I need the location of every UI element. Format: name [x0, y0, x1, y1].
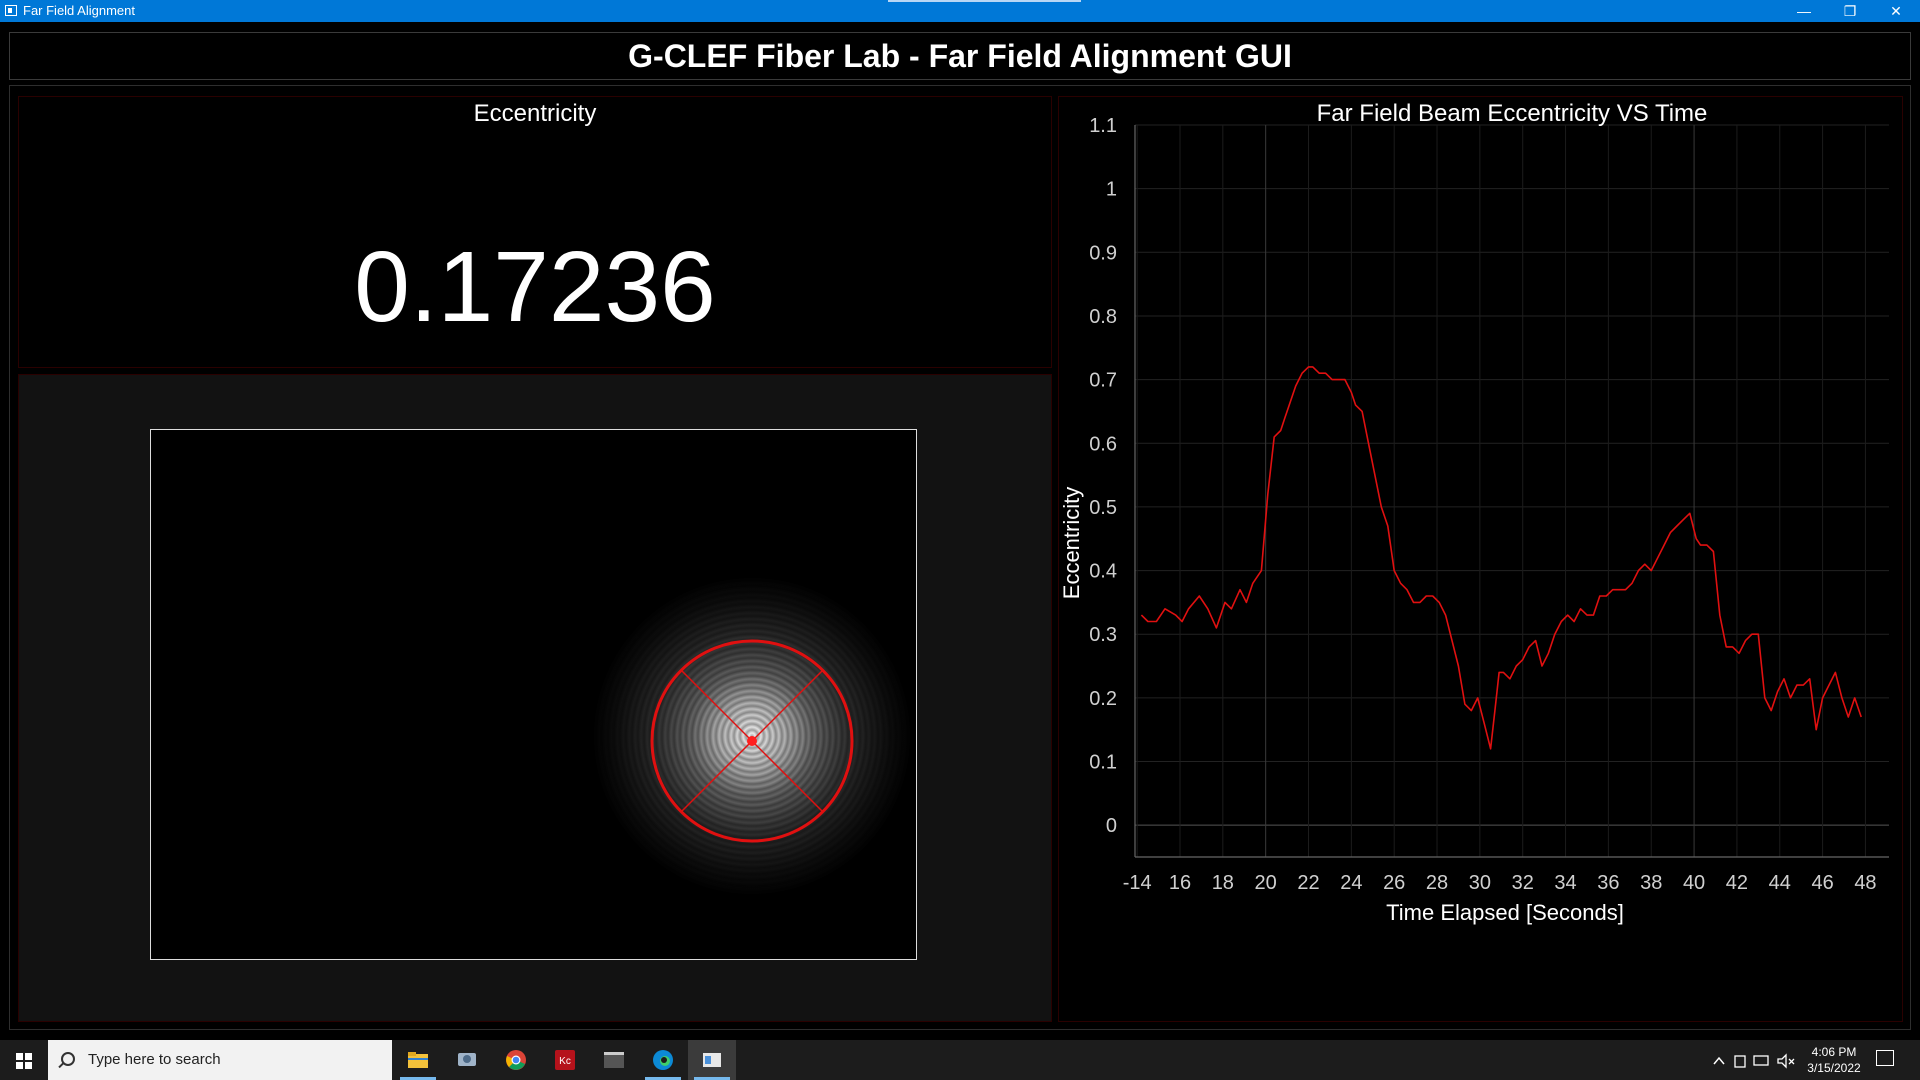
fit-ellipse — [650, 639, 854, 843]
terminal-taskbar-button[interactable] — [590, 1040, 638, 1080]
window-app-icon — [703, 1053, 721, 1067]
x-tick-label: 36 — [1597, 872, 1619, 894]
x-tick-label: 48 — [1854, 872, 1876, 894]
minimize-button[interactable]: — — [1797, 3, 1811, 19]
app-taskbar-button[interactable] — [443, 1040, 491, 1080]
volume-muted-icon[interactable] — [1777, 1053, 1787, 1069]
x-tick-label: 44 — [1769, 872, 1791, 894]
eccentricity-chart-panel: 0 0.1 0.2 0.3 0.4 0.5 0.6 0.7 0.8 0.9 1 1.1 -14 16 18 2… — [1058, 96, 1903, 1022]
ellipse-fit-overlay — [650, 639, 854, 843]
photos-icon — [458, 1053, 476, 1066]
eccentricity-value: 0.17236 — [354, 231, 716, 343]
chrome-icon — [506, 1050, 526, 1070]
search-icon — [61, 1052, 75, 1066]
x-tick-label: 38 — [1640, 872, 1662, 894]
running-indicator — [400, 1077, 436, 1080]
window-title-bar[interactable]: Far Field Alignment — ❐ ✕ — [0, 0, 1920, 22]
y-tick-label: 1.1 — [1089, 115, 1117, 137]
clock-time: 4:06 PM — [1811, 1045, 1857, 1059]
y-tick-label: 0.7 — [1089, 370, 1117, 392]
chart-title: Far Field Beam Eccentricity VS Time — [1317, 100, 1708, 127]
y-tick-label: 0.6 — [1089, 433, 1117, 455]
y-tick-label: 1 — [1106, 179, 1117, 201]
mute-x-mark — [1788, 1058, 1795, 1065]
window-title: Far Field Alignment — [23, 3, 135, 18]
start-button[interactable] — [0, 1040, 48, 1080]
x-tick-label: -14 — [1123, 872, 1152, 894]
y-tick-label: 0.1 — [1089, 752, 1117, 774]
active-indicator — [694, 1077, 730, 1080]
far-field-app-taskbar-button[interactable] — [688, 1040, 736, 1080]
chrome-taskbar-button[interactable] — [492, 1040, 540, 1080]
title-bar-accent — [888, 0, 1081, 2]
clock-date: 3/15/2022 — [1807, 1061, 1861, 1075]
taskbar-clock[interactable]: 4:06 PM 3/15/2022 — [1804, 1044, 1864, 1076]
search-placeholder: Type here to search — [88, 1051, 221, 1068]
y-tick-label: 0.2 — [1089, 688, 1117, 710]
x-tick-label: 28 — [1426, 872, 1448, 894]
network-icon[interactable] — [1753, 1055, 1769, 1066]
far-field-camera-image — [150, 429, 917, 960]
main-frame — [9, 85, 1911, 1030]
x-tick-label: 46 — [1811, 872, 1833, 894]
kicad-icon: Kc — [555, 1050, 575, 1070]
x-axis-label: Time Elapsed [Seconds] — [1386, 900, 1624, 925]
x-tick-label: 40 — [1683, 872, 1705, 894]
eccentricity-time-chart: 0 0.1 0.2 0.3 0.4 0.5 0.6 0.7 0.8 0.9 1 1.1 -14 16 18 2… — [1059, 100, 1889, 925]
centroid-marker — [747, 736, 757, 746]
x-tick-label: 20 — [1255, 872, 1277, 894]
page-title: G-CLEF Fiber Lab - Far Field Alignment G… — [628, 38, 1292, 74]
eccentricity-label: Eccentricity — [473, 100, 597, 127]
y-tick-label: 0.5 — [1089, 497, 1117, 519]
x-tick-label: 16 — [1169, 872, 1191, 894]
close-button[interactable]: ✕ — [1890, 3, 1902, 19]
kicad-taskbar-button[interactable]: Kc — [541, 1040, 589, 1080]
folder-icon — [408, 1052, 428, 1068]
chevron-up-icon[interactable] — [1713, 1056, 1725, 1065]
eccentricity-panel: Eccentricity 0.17236 — [18, 96, 1052, 368]
restore-button[interactable]: ❐ — [1843, 3, 1857, 19]
y-tick-label: 0.9 — [1089, 242, 1117, 264]
y-tick-label: 0.3 — [1089, 624, 1117, 646]
x-tick-label: 18 — [1212, 872, 1234, 894]
running-indicator — [645, 1077, 681, 1080]
x-tick-label: 34 — [1554, 872, 1576, 894]
x-tick-label: 24 — [1340, 872, 1362, 894]
edge-icon — [653, 1050, 673, 1070]
y-tick-label: 0.8 — [1089, 306, 1117, 328]
gui-header: G-CLEF Fiber Lab - Far Field Alignment G… — [9, 32, 1911, 80]
y-tick-label: 0 — [1106, 815, 1117, 837]
svg-text:Kc: Kc — [559, 1056, 571, 1067]
camera-panel — [18, 374, 1052, 1022]
taskbar: Type here to search Kc 4:06 PM 3/15/2022 — [0, 1040, 1920, 1080]
y-axis-label: Eccentricity — [1059, 487, 1084, 599]
terminal-icon — [604, 1052, 624, 1068]
taskbar-search[interactable]: Type here to search — [48, 1040, 392, 1080]
camera-tray-icon[interactable] — [1734, 1055, 1746, 1068]
edge-taskbar-button[interactable] — [639, 1040, 687, 1080]
x-tick-label: 22 — [1297, 872, 1319, 894]
y-tick-label: 0.4 — [1089, 561, 1117, 583]
x-tick-label: 42 — [1726, 872, 1748, 894]
system-tray-icons[interactable] — [1710, 1052, 1800, 1070]
x-tick-label: 30 — [1469, 872, 1491, 894]
notification-icon[interactable] — [1876, 1050, 1894, 1066]
file-explorer-taskbar-button[interactable] — [394, 1040, 442, 1080]
windows-logo-icon — [16, 1053, 32, 1069]
app-icon — [5, 5, 17, 16]
x-tick-label: 32 — [1512, 872, 1534, 894]
x-tick-label: 26 — [1383, 872, 1405, 894]
series-line — [1140, 366, 1862, 750]
